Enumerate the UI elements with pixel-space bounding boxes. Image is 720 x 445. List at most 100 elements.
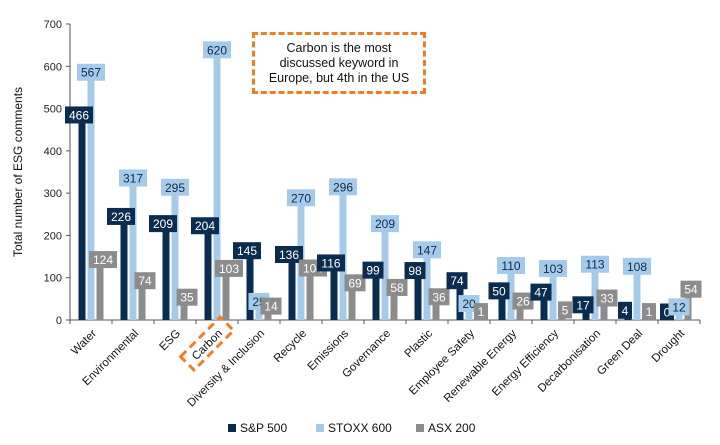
data-label-box <box>474 303 488 321</box>
data-label-box <box>428 288 450 306</box>
bar-stoxx-600-0 <box>87 80 95 321</box>
data-label-box <box>89 251 117 269</box>
data-label-box <box>618 301 632 319</box>
data-label: 12 <box>672 300 686 314</box>
data-label-group: 17 <box>572 296 594 314</box>
data-label-group: 136 <box>275 245 303 263</box>
bar-s-p-500-5 <box>288 262 296 320</box>
data-label-group: 209 <box>371 215 399 233</box>
data-label: 58 <box>390 281 404 295</box>
data-label-group: 145 <box>233 242 261 260</box>
data-label: 145 <box>237 244 257 258</box>
data-label: 33 <box>600 292 614 306</box>
bar-stoxx-600-8 <box>423 257 431 320</box>
legend-label: S&P 500 <box>240 421 287 435</box>
data-label-group: 36 <box>428 288 450 306</box>
data-label: 108 <box>627 260 647 274</box>
data-label-group: 98 <box>404 262 426 280</box>
data-label-group: 58 <box>386 278 408 296</box>
data-label-box <box>65 106 93 124</box>
data-label: 124 <box>93 253 113 267</box>
bar-asx-200-6 <box>348 290 356 320</box>
bar-asx-200-3 <box>222 276 230 320</box>
data-label: 54 <box>684 283 698 297</box>
data-label-group: 110 <box>497 256 525 274</box>
data-label-box <box>176 288 198 306</box>
data-label-group: 147 <box>413 241 441 259</box>
data-label-box <box>512 292 534 310</box>
data-label-group: 5 <box>558 301 572 319</box>
data-label-group: 226 <box>107 207 135 225</box>
bar-stoxx-600-11 <box>549 276 557 320</box>
data-label-box <box>344 274 366 292</box>
data-label: 99 <box>366 264 380 278</box>
data-label-box <box>497 256 525 274</box>
data-label-box <box>404 262 426 280</box>
data-label-box <box>362 261 384 279</box>
data-label-group: 108 <box>623 257 651 275</box>
data-label-group: 466 <box>65 106 93 124</box>
bar-s-p-500-1 <box>120 224 128 320</box>
legend: S&P 500 STOXX 600 ASX 200 <box>228 421 476 435</box>
category-label: Diversity & Inclusion <box>185 328 267 410</box>
data-label-box <box>260 297 282 315</box>
bar-stoxx-600-14 <box>675 314 683 320</box>
data-label-box <box>233 242 261 260</box>
data-label-group: 124 <box>89 251 117 269</box>
data-label-group: 295 <box>161 178 189 196</box>
category-label: Renewable Energy <box>442 327 519 404</box>
legend-swatch <box>416 424 424 432</box>
data-label-group: 99 <box>362 261 384 279</box>
bar-s-p-500-8 <box>414 278 422 320</box>
bar-stoxx-600-9 <box>465 311 473 320</box>
data-label-group: 116 <box>317 254 345 272</box>
data-label: 296 <box>333 180 353 194</box>
data-label: 567 <box>81 66 101 80</box>
data-label: 466 <box>69 108 89 122</box>
data-labels: 4665671242263177420929535204620103145251… <box>65 41 702 321</box>
bar-asx-200-0 <box>96 267 104 320</box>
data-label: 226 <box>111 210 131 224</box>
data-label-box <box>530 283 552 301</box>
data-label: 1 <box>646 305 653 319</box>
data-label: 74 <box>138 274 152 288</box>
bar-s-p-500-6 <box>330 270 338 320</box>
data-label-group: 567 <box>77 63 105 81</box>
bar-s-p-500-12 <box>582 312 590 320</box>
data-label: 113 <box>585 258 604 272</box>
annotation-box: Carbon is the most discussed keyword in … <box>252 32 426 94</box>
data-label: 110 <box>501 259 520 273</box>
data-label-group: 50 <box>488 282 510 300</box>
data-label-group: 14 <box>260 297 282 315</box>
data-label: 50 <box>492 284 506 298</box>
data-label-group: 33 <box>596 289 618 307</box>
bar-stoxx-600-13 <box>633 274 641 320</box>
data-label-box <box>668 298 690 316</box>
data-label-box <box>680 280 702 298</box>
data-label-box <box>623 257 651 275</box>
data-label: 136 <box>279 248 299 262</box>
data-label: 147 <box>417 243 437 257</box>
data-label-group: 69 <box>344 274 366 292</box>
data-label-box <box>203 41 231 59</box>
data-label-box <box>446 272 468 290</box>
data-label-box <box>275 245 303 263</box>
data-label-group: 317 <box>119 169 147 187</box>
data-label: 103 <box>219 262 239 276</box>
bar-stoxx-600-2 <box>171 195 179 320</box>
data-label-group: 12 <box>668 298 690 316</box>
bar-s-p-500-10 <box>498 298 506 320</box>
data-label-group: 103 <box>215 259 243 277</box>
data-label-box <box>107 207 135 225</box>
bar-stoxx-600-10 <box>507 273 515 320</box>
bar-s-p-500-2 <box>162 231 170 320</box>
bar-stoxx-600-3 <box>213 57 221 320</box>
data-label-group: 204 <box>191 217 219 235</box>
category-label: Recycle <box>272 328 309 365</box>
bar-asx-200-12 <box>600 306 608 320</box>
data-label: 20 <box>462 297 476 311</box>
data-label-box <box>596 289 618 307</box>
data-label: 74 <box>450 274 464 288</box>
bar-s-p-500-3 <box>204 233 212 320</box>
